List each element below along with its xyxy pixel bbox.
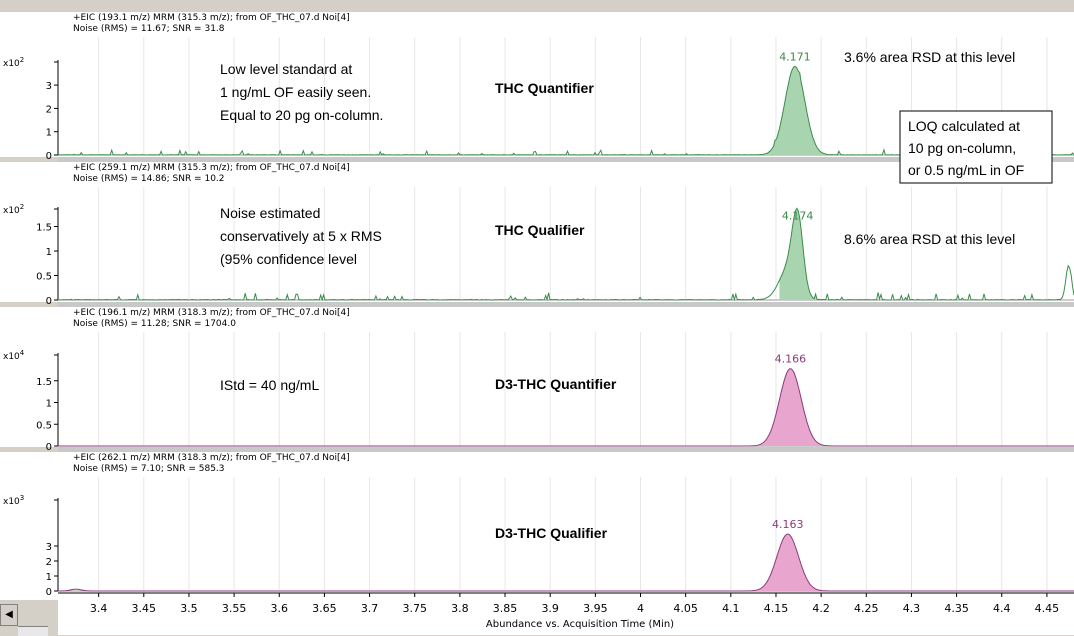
x-tick-label-4.25: 4.25	[854, 602, 879, 615]
x-tick-label-4.4: 4.4	[993, 602, 1011, 615]
panel-4-y-tick-label-2: 2	[46, 557, 52, 568]
annotation-noise-line1: Noise estimated	[220, 205, 320, 221]
x-tick-label-3.6: 3.6	[271, 602, 289, 615]
top-strip	[0, 0, 1074, 12]
panel-1-y-tick-label-1: 1	[46, 128, 52, 139]
x-tick-label-4.1: 4.1	[722, 602, 740, 615]
panel-2-peak-label: 4.174	[782, 210, 814, 223]
panel-3-peak-area	[753, 368, 839, 446]
x-tick-label-4.2: 4.2	[812, 602, 830, 615]
x-tick-label-3.75: 3.75	[402, 602, 427, 615]
panel-1-header-line1: +EIC (193.1 m/z) MRM (315.3 m/z); from O…	[73, 13, 350, 23]
panel-3-header-line2: Noise (RMS) = 11.28; SNR = 1704.0	[73, 319, 236, 329]
annotation-qualifier-rsd: 8.6% area RSD at this level	[844, 231, 1015, 247]
panel-4-peak-label: 4.163	[772, 518, 804, 531]
x-axis-label: Abundance vs. Acquisition Time (Min)	[486, 619, 674, 630]
loq-callout-box	[899, 110, 1053, 184]
panel-3-background	[0, 307, 1074, 447]
x-tick-label-3.7: 3.7	[361, 602, 379, 615]
x-tick-label-3.95: 3.95	[583, 602, 608, 615]
loq-callout-line3: or 0.5 ng/mL in OF	[908, 162, 1024, 178]
panel-2-y-tick-label-1: 1	[46, 247, 52, 258]
panel-1-peak-area	[760, 66, 839, 155]
x-tick-label-3.4: 3.4	[90, 602, 108, 615]
panel-1-y-tick-label-3: 3	[46, 81, 52, 92]
x-axis-background	[58, 593, 1074, 635]
panel-2-y-tick-label-0.5: 0.5	[36, 272, 52, 283]
annotation-istd: IStd = 40 ng/mL	[220, 377, 319, 393]
x-tick-label-3.9: 3.9	[541, 602, 559, 615]
panel-3-peak-label: 4.166	[775, 353, 807, 366]
panel-4-peak-area	[750, 534, 836, 591]
panel-3-y-tick-label-0: 0	[46, 442, 52, 453]
panel-4-header-line2: Noise (RMS) = 7.10; SNR = 585.3	[73, 464, 225, 474]
x-tick-label-4: 4	[637, 602, 644, 615]
annotation-quantifier-rsd: 3.6% area RSD at this level	[844, 49, 1015, 65]
x-tick-label-3.85: 3.85	[493, 602, 518, 615]
x-tick-label-3.55: 3.55	[222, 602, 247, 615]
annotation-low-level-line1: Low level standard at	[220, 61, 352, 77]
horizontal-scrollbar[interactable]	[18, 626, 48, 636]
x-tick-label-3.5: 3.5	[180, 602, 198, 615]
panel-separator-3	[58, 447, 1074, 452]
annotation-noise-line3: (95% confidence level	[220, 251, 357, 267]
panel-2-background	[0, 162, 1074, 302]
x-tick-label-3.8: 3.8	[451, 602, 469, 615]
x-tick-label-3.45: 3.45	[132, 602, 157, 615]
panel-1-y-exponent: x102	[3, 56, 24, 69]
panel-1-y-tick-label-2: 2	[46, 104, 52, 115]
scroll-left-button[interactable]: ◀	[0, 604, 18, 626]
panel-2-trace	[57, 207, 1074, 302]
x-tick-label-3.65: 3.65	[312, 602, 337, 615]
panel-1-header-line2: Noise (RMS) = 11.67; SNR = 31.8	[73, 24, 225, 34]
x-tick-label-4.35: 4.35	[944, 602, 969, 615]
panel-separator-2	[58, 302, 1074, 307]
panel-2-header-line2: Noise (RMS) = 14.86; SNR = 10.2	[73, 174, 225, 184]
x-tick-label-4.3: 4.3	[903, 602, 921, 615]
annotation-low-level-line3: Equal to 20 pg on-column.	[220, 107, 383, 123]
x-tick-label-4.05: 4.05	[673, 602, 698, 615]
loq-callout-line2: 10 pg on-column,	[908, 140, 1016, 156]
panel-2-y-tick-label-1.5: 1.5	[36, 223, 52, 234]
panel-3-trace	[58, 368, 1074, 447]
panel-3-y-tick-label-0.5: 0.5	[36, 420, 52, 431]
panel-1-y-tick-label-0: 0	[46, 151, 52, 162]
annotation-low-level-line2: 1 ng/mL OF easily seen.	[220, 84, 371, 100]
loq-callout-line1: LOQ calculated at	[908, 118, 1020, 134]
panel-4-y-tick-label-3: 3	[46, 542, 52, 553]
panel-4-y-tick-label-0: 0	[46, 587, 52, 598]
panel-separator-1	[58, 157, 1074, 162]
x-tick-label-4.45: 4.45	[1035, 602, 1060, 615]
annotation-noise-line2: conservatively at 5 x RMS	[220, 228, 382, 244]
panel-2-peak-area	[779, 208, 822, 300]
panel-3-series-title: D3-THC Quantifier	[495, 376, 617, 392]
panel-2-y-tick-label-0: 0	[46, 296, 52, 307]
panel-4-series-title: D3-THC Qualifier	[495, 525, 608, 541]
panel-4-y-tick-label-1: 1	[46, 572, 52, 583]
panel-4-background	[0, 452, 1074, 600]
x-tick-label-4.15: 4.15	[764, 602, 789, 615]
panel-3-header-line1: +EIC (196.1 m/z) MRM (318.3 m/z); from O…	[73, 308, 350, 318]
panel-1-peak-label: 4.171	[779, 50, 811, 63]
panel-3-y-exponent: x104	[3, 349, 25, 362]
panel-4-y-exponent: x103	[3, 494, 24, 507]
panel-4-trace	[58, 533, 1074, 592]
panel-2-series-title: THC Qualifier	[495, 222, 585, 238]
panel-1-background	[0, 12, 1074, 157]
panel-4-header-line1: +EIC (262.1 m/z) MRM (318.3 m/z); from O…	[73, 453, 350, 463]
panel-3-y-tick-label-1: 1	[46, 399, 52, 410]
panel-1-series-title: THC Quantifier	[495, 80, 594, 96]
panel-2-header-line1: +EIC (259.1 m/z) MRM (315.3 m/z); from O…	[73, 163, 350, 173]
panel-2-y-exponent: x102	[3, 203, 24, 216]
panel-3-y-tick-label-1.5: 1.5	[36, 377, 52, 388]
